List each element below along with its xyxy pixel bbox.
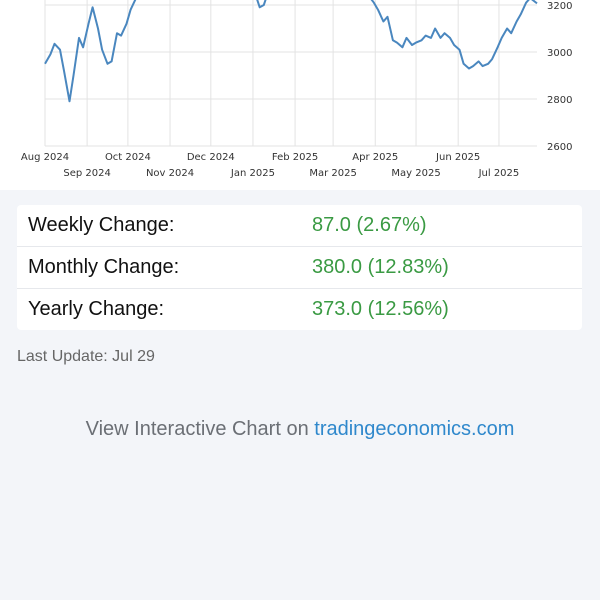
- x-tick-label: Dec 2024: [187, 152, 235, 163]
- price-chart: 2600 2800 3000 3200 Aug 2024 Oct 2024 Dec 2024…: [0, 0, 600, 190]
- monthly-change-label: Monthly Change:: [28, 256, 180, 278]
- x-tick-label: Apr 2025: [352, 152, 398, 163]
- y-tick-label: 3200: [547, 1, 572, 12]
- y-tick-label: 2600: [547, 142, 572, 153]
- interactive-chart-line: View Interactive Chart on tradingeconomi…: [0, 418, 600, 441]
- x-tick-label: Nov 2024: [146, 168, 194, 179]
- price-series-line: [44, 0, 538, 103]
- yearly-change-label: Yearly Change:: [28, 298, 165, 320]
- x-tick-label: Oct 2024: [105, 152, 151, 163]
- x-tick-label: Jan 2025: [230, 168, 275, 179]
- x-tick-label: Mar 2025: [309, 168, 357, 179]
- x-tick-label: Feb 2025: [272, 152, 318, 163]
- weekly-change-label: Weekly Change:: [28, 214, 175, 236]
- x-tick-label: Aug 2024: [21, 152, 69, 163]
- stats-card: Weekly Change: 87.0 (2.67%) Monthly Chan…: [17, 205, 582, 330]
- y-tick-label: 3000: [547, 48, 572, 59]
- x-tick-label: Jul 2025: [478, 168, 520, 179]
- weekly-change-value: 87.0 (2.67%): [312, 214, 427, 236]
- x-tick-label: Jun 2025: [435, 152, 480, 163]
- weekly-change-row: Weekly Change: 87.0 (2.67%): [17, 205, 582, 247]
- last-update-text: Last Update: Jul 29: [17, 348, 155, 365]
- x-tick-label: Sep 2024: [63, 168, 110, 179]
- y-tick-label: 2800: [547, 95, 572, 106]
- monthly-change-value: 380.0 (12.83%): [312, 256, 449, 278]
- tradingeconomics-link[interactable]: tradingeconomics.com: [314, 418, 515, 440]
- x-tick-label: May 2025: [391, 168, 440, 179]
- yearly-change-value: 373.0 (12.56%): [312, 298, 449, 320]
- interactive-chart-prefix: View Interactive Chart on: [85, 418, 315, 440]
- chart-svg: 2600 2800 3000 3200 Aug 2024 Oct 2024 Dec 2024…: [21, 0, 572, 179]
- yearly-change-row: Yearly Change: 373.0 (12.56%): [17, 289, 582, 330]
- monthly-change-row: Monthly Change: 380.0 (12.83%): [17, 247, 582, 289]
